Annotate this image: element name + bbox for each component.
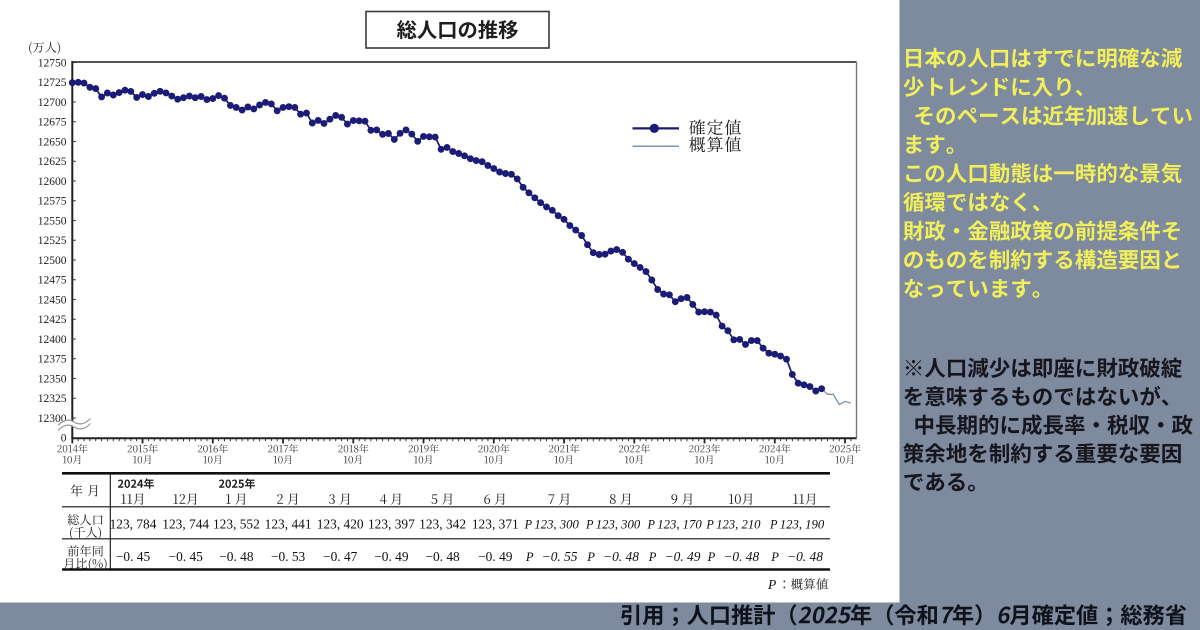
svg-text:12325: 12325 xyxy=(38,393,67,405)
svg-text:123, 342: 123, 342 xyxy=(419,516,466,531)
svg-text:P: P xyxy=(647,517,656,531)
svg-text:123, 300: 123, 300 xyxy=(534,517,579,531)
svg-text:123, 744: 123, 744 xyxy=(162,516,209,531)
svg-text:123, 190: 123, 190 xyxy=(780,517,825,531)
svg-text:12575: 12575 xyxy=(38,196,67,208)
svg-text:−0. 48: −0. 48 xyxy=(219,549,254,564)
svg-text:P: P xyxy=(525,550,534,564)
svg-text:−0. 49: −0. 49 xyxy=(478,549,513,564)
svg-text:12600: 12600 xyxy=(38,176,67,188)
svg-text:123, 420: 123, 420 xyxy=(317,516,364,531)
svg-text:−0. 49: −0. 49 xyxy=(665,549,701,564)
svg-text:P: P xyxy=(767,577,776,592)
svg-text:12475: 12475 xyxy=(38,275,67,287)
svg-text:P: P xyxy=(648,550,657,564)
svg-text:123, 300: 123, 300 xyxy=(596,517,641,531)
svg-text:12625: 12625 xyxy=(38,156,67,168)
svg-text:12550: 12550 xyxy=(38,215,67,227)
svg-text:P: P xyxy=(586,550,595,564)
svg-text:123, 210: 123, 210 xyxy=(716,517,761,531)
svg-text:123, 784: 123, 784 xyxy=(110,516,157,531)
svg-text:123, 371: 123, 371 xyxy=(472,516,519,531)
svg-text:−0. 45: −0. 45 xyxy=(116,549,151,564)
svg-text:P: P xyxy=(524,517,533,531)
svg-text:12750: 12750 xyxy=(38,57,67,69)
svg-text:123, 552: 123, 552 xyxy=(213,516,260,531)
svg-text:P: P xyxy=(770,550,779,564)
svg-text:12675: 12675 xyxy=(38,117,67,129)
svg-text:123, 441: 123, 441 xyxy=(265,516,312,531)
svg-text:12425: 12425 xyxy=(38,314,67,326)
svg-text:P: P xyxy=(705,517,714,531)
svg-text:P: P xyxy=(769,517,778,531)
svg-text:12375: 12375 xyxy=(38,354,67,366)
svg-text:−0. 53: −0. 53 xyxy=(271,549,306,564)
svg-text:12450: 12450 xyxy=(38,294,67,306)
svg-text:−0. 47: −0. 47 xyxy=(323,549,358,564)
svg-text:123, 170: 123, 170 xyxy=(657,517,702,531)
svg-text:12525: 12525 xyxy=(38,235,67,247)
svg-text:−0. 45: −0. 45 xyxy=(169,549,204,564)
svg-text:123, 397: 123, 397 xyxy=(368,516,415,531)
svg-text:−0. 48: −0. 48 xyxy=(787,549,823,564)
svg-text:12650: 12650 xyxy=(38,136,67,148)
svg-text:−0. 49: −0. 49 xyxy=(374,549,409,564)
svg-text:12350: 12350 xyxy=(38,373,67,385)
svg-text:12500: 12500 xyxy=(38,255,67,267)
svg-text:12300: 12300 xyxy=(38,413,67,425)
svg-text:−0. 55: −0. 55 xyxy=(542,549,578,564)
svg-text:−0. 48: −0. 48 xyxy=(603,549,639,564)
svg-text:0: 0 xyxy=(61,433,67,445)
svg-text:−0. 48: −0. 48 xyxy=(723,549,759,564)
svg-text:12725: 12725 xyxy=(38,77,67,89)
svg-text:P: P xyxy=(585,517,594,531)
svg-text:−0. 48: −0. 48 xyxy=(425,549,460,564)
svg-text:P: P xyxy=(707,550,716,564)
svg-text:12700: 12700 xyxy=(38,97,67,109)
svg-text:12400: 12400 xyxy=(38,334,67,346)
